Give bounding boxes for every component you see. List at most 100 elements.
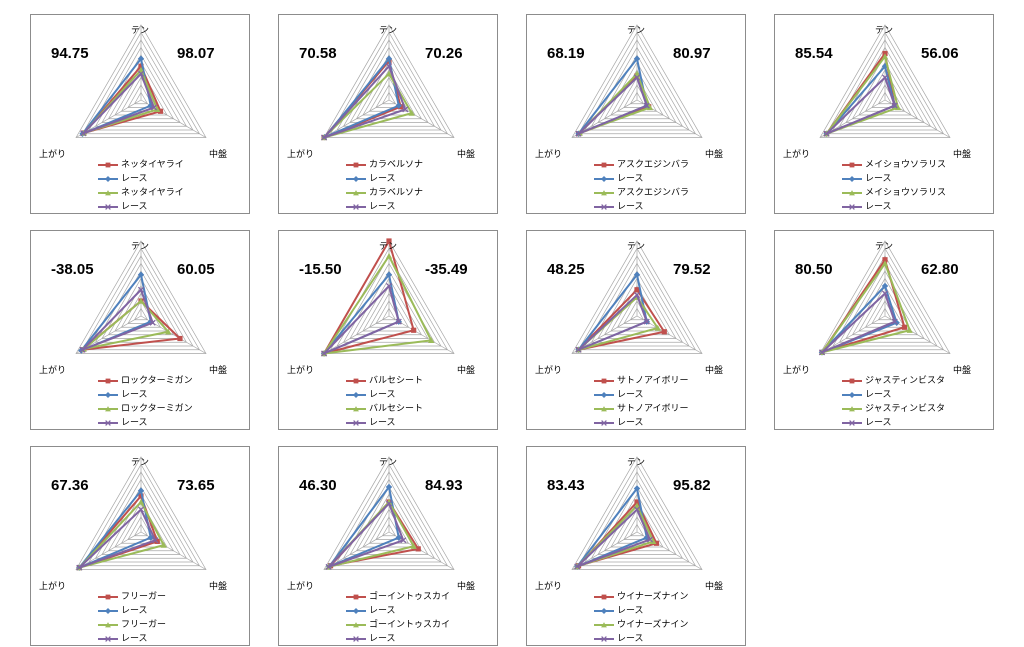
legend-label: レース (121, 174, 148, 184)
legend-swatch (98, 594, 118, 600)
chart-legend: バルセシート レース バルセシート レース (345, 374, 423, 430)
radar-data-point (320, 350, 328, 357)
radar-data-point (574, 563, 581, 570)
score-left: 67.36 (51, 477, 89, 494)
radar-data-point (646, 536, 654, 543)
radar-gridline (597, 54, 677, 123)
radar-data-point (411, 327, 417, 333)
radar-chart-plot (571, 240, 703, 354)
legend-swatch (594, 406, 614, 412)
legend-marker (105, 636, 111, 642)
radar-gridline (81, 463, 201, 567)
chart-legend: サトノアイボリー レース サトノアイボリー レース (593, 374, 689, 430)
radar-gridline (75, 24, 207, 138)
radar-gridline (88, 39, 194, 131)
legend-swatch (98, 608, 118, 614)
legend-swatch (594, 378, 614, 384)
legend-label: レース (121, 202, 148, 212)
radar-chart-panel: 48.25 79.52 テン 中盤 上がり サトノアイボリー レース サトノアイボリー レース (526, 230, 746, 430)
radar-chart-plot (571, 456, 703, 570)
radar-gridline (101, 270, 181, 339)
legend-swatch (594, 608, 614, 614)
radar-data-point (891, 102, 898, 109)
score-right: 84.93 (425, 477, 463, 494)
axis-label-ten: テン (131, 458, 150, 468)
radar-data-point (654, 324, 661, 331)
legend-item: レース (97, 604, 166, 618)
legend-marker (601, 608, 607, 614)
radar-series-line (577, 288, 666, 351)
legend-swatch (346, 608, 366, 614)
legend-label: フリーガー (121, 620, 167, 630)
legend-label: ゴーイントゥスカイ (369, 620, 451, 630)
radar-data-point (137, 70, 145, 77)
radar-gridline (577, 247, 697, 351)
legend-label: レース (617, 202, 644, 212)
radar-gridline (349, 270, 429, 339)
legend-item: サトノアイボリー (593, 374, 689, 388)
legend-item: バルセシート (345, 402, 423, 416)
legend-label: レース (369, 202, 396, 212)
radar-gridline (355, 277, 423, 336)
radar-data-point (643, 318, 650, 325)
radar-gridline (584, 39, 690, 131)
legend-item: レース (593, 388, 689, 402)
legend-label: レース (121, 390, 148, 400)
radar-data-point (386, 238, 392, 244)
radar-data-point (385, 500, 393, 507)
radar-series-line (577, 75, 650, 135)
chart-legend: カラベルソナ レース カラベルソナ レース (345, 158, 423, 214)
radar-data-point (385, 70, 393, 77)
radar-series-line (82, 65, 162, 134)
legend-label: カラベルソナ (369, 160, 424, 170)
legend-marker (105, 622, 111, 628)
axis-label-chuban: 中盤 (209, 150, 228, 160)
score-right: 79.52 (673, 261, 711, 278)
score-right: 70.26 (425, 45, 463, 62)
legend-marker (601, 406, 607, 412)
legend-swatch (346, 162, 366, 168)
legend-item: ジャスティンビスタ (841, 374, 945, 388)
radar-data-point (154, 106, 161, 112)
radar-gridline (597, 270, 677, 339)
legend-swatch (594, 594, 614, 600)
legend-label: ジャスティンビスタ (865, 404, 946, 414)
legend-label: レース (121, 606, 148, 616)
legend-item: アスクエジンバラ (593, 186, 689, 200)
radar-gridline (133, 307, 149, 321)
radar-data-point (650, 538, 657, 544)
radar-data-point (881, 260, 889, 267)
legend-marker (353, 636, 359, 642)
legend-marker (849, 392, 855, 398)
radar-chart-panel: 83.43 95.82 テン 中盤 上がり ウイナーズナイン レース ウイナーズナイン レース (526, 446, 746, 646)
legend-swatch (594, 176, 614, 182)
legend-item: レース (841, 172, 946, 186)
radar-chart-plot (75, 456, 207, 571)
radar-series-line (576, 508, 651, 568)
legend-marker (849, 176, 855, 182)
legend-marker (353, 378, 359, 384)
axis-label-chuban: 中盤 (457, 582, 476, 592)
radar-gridline (336, 39, 442, 131)
legend-marker (105, 608, 111, 614)
radar-data-point (661, 329, 667, 335)
legend-swatch (98, 378, 118, 384)
radar-data-point (643, 534, 650, 541)
legend-swatch (346, 190, 366, 196)
radar-chart-plot (571, 24, 703, 138)
legend-item: レース (97, 388, 193, 402)
legend-label: レース (369, 634, 396, 644)
radar-gridline (877, 307, 893, 321)
legend-swatch (842, 204, 862, 210)
radar-gridline (577, 31, 697, 135)
legend-label: アスクエジンバラ (617, 160, 690, 170)
legend-label: サトノアイボリー (617, 404, 689, 414)
radar-data-point (823, 130, 830, 137)
radar-data-point (137, 498, 145, 505)
legend-label: バルセシート (369, 376, 424, 386)
radar-gridline (114, 285, 168, 332)
legend-swatch (346, 622, 366, 628)
legend-label: ウイナーズナイン (617, 620, 689, 630)
axis-label-ten: テン (131, 26, 150, 36)
radar-data-point (177, 335, 183, 342)
